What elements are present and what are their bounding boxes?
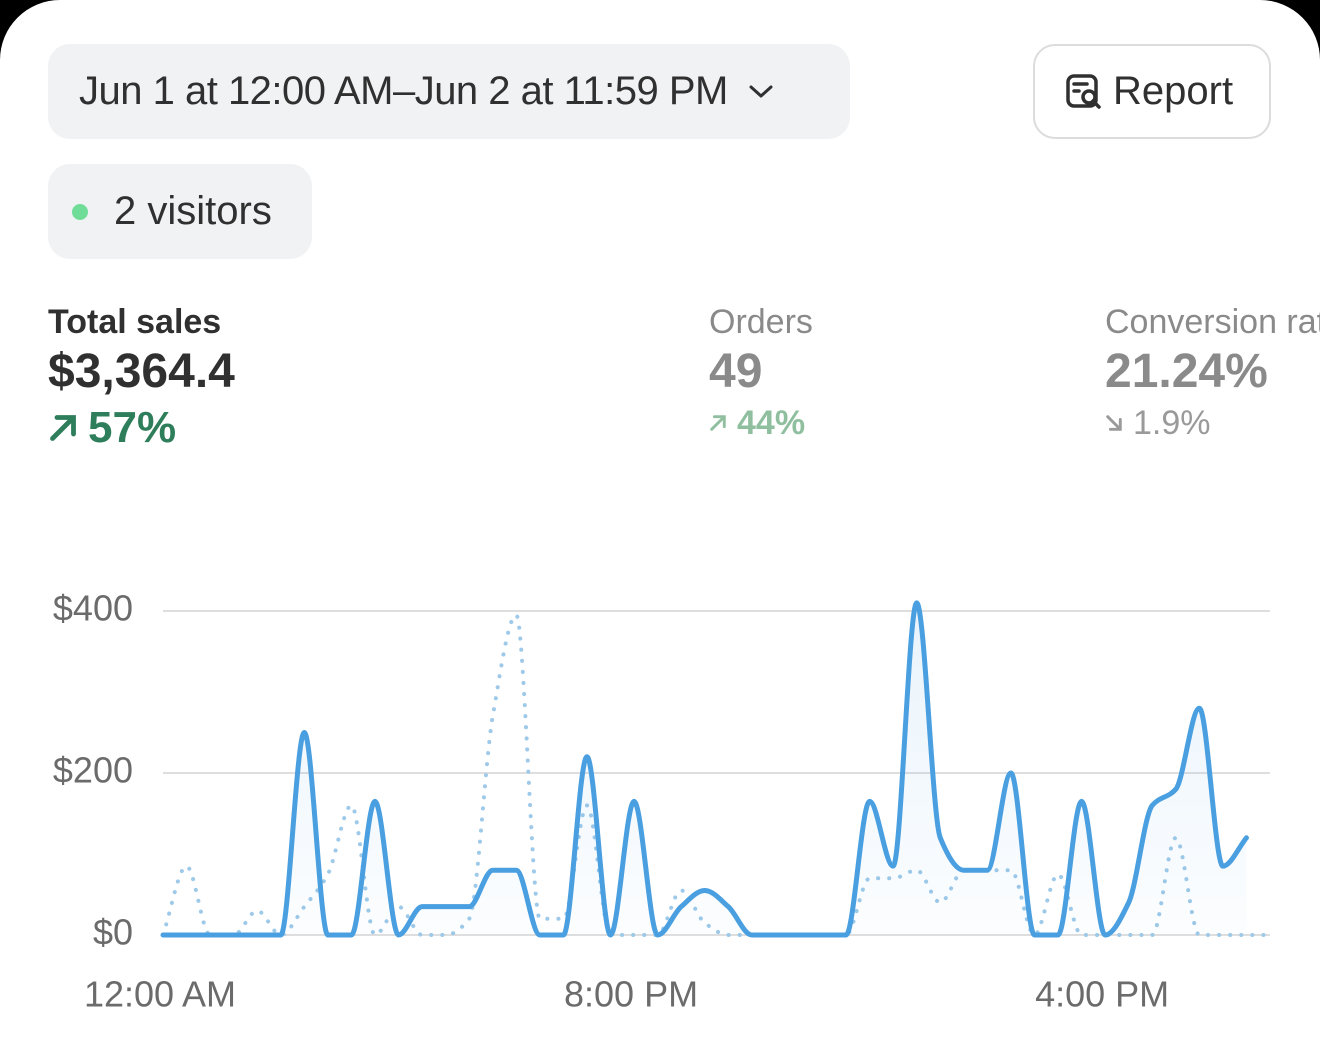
metric-label: Total sales [48,303,222,341]
metric-change: 44% [709,400,1069,446]
series-area [163,602,1247,935]
x-tick-label: 4:00 PM [1035,974,1169,1015]
change-value: 57% [88,403,177,452]
visitors-pill[interactable]: 2 visitors [48,164,312,259]
metric-label: Orders [709,303,813,341]
metric[interactable]: Orders 49 44% [709,300,1069,446]
chevron-icon [749,85,773,97]
y-tick-label: $200 [53,750,133,791]
live-dot [72,203,88,220]
trend-arrow [710,415,726,431]
sales-line [160,600,1249,938]
comparison-line [161,613,1272,937]
metric[interactable]: Total sales $3,364.4 57% [48,300,548,456]
report-label: Report [1113,69,1234,113]
report-icon [1066,73,1101,109]
y-tick-label: $0 [93,912,133,953]
date-range-button[interactable]: Jun 1 at 12:00 AM–Jun 2 at 11:59 PM [48,44,850,139]
metric[interactable]: Conversion rate 21.24% 1.9% [1105,300,1320,446]
change-value: 1.9% [1133,403,1211,442]
visitors-count: 2 visitors [114,189,272,233]
metric-change: 57% [48,400,548,456]
metric-value: 21.24% [1105,345,1268,398]
trend-arrow [1106,415,1122,431]
trend-arrow [50,415,76,441]
change-value: 44% [737,403,806,442]
x-tick-label: 12:00 AM [84,974,236,1015]
metric-value: 49 [709,345,763,398]
metric-change: 1.9% [1105,400,1320,446]
report-button[interactable]: Report [1033,44,1271,139]
x-tick-label: 8:00 PM [564,974,698,1015]
metric-value: $3,364.4 [48,345,235,398]
y-tick-label: $400 [53,588,133,629]
metric-label: Conversion rate [1105,303,1320,341]
date-range: Jun 1 at 12:00 AM–Jun 2 at 11:59 PM [79,69,728,113]
